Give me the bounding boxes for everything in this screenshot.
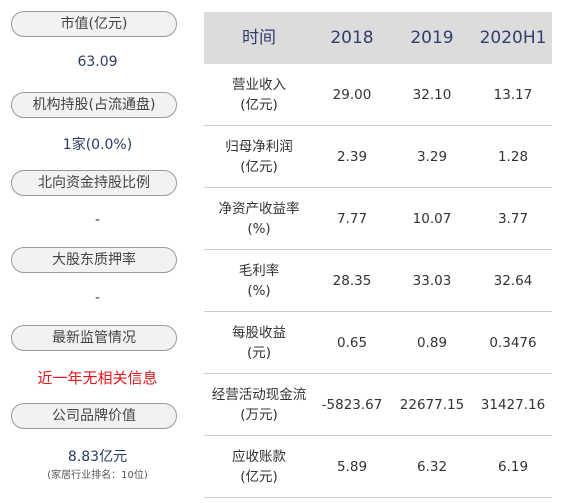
header-2020h1: 2020H1 [479, 28, 547, 48]
brand-label: 公司品牌价值 [11, 403, 177, 429]
cell-2019: 33.03 [412, 272, 452, 289]
row-label: 毛利率 (%) [204, 261, 314, 301]
cell-2020h1: 13.17 [493, 86, 533, 103]
table-row: 毛利率 (%) 28.35 33.03 32.64 [204, 250, 552, 312]
left-panel: 市值(亿元) 63.09 机构持股(占流通盘) 1家(0.0%) 北向资金持股比… [0, 0, 195, 503]
cell-2018: 7.77 [336, 210, 368, 227]
cell-2019: 10.07 [412, 210, 452, 227]
financial-table: 时间 2018 2019 2020H1 营业收入 (亿元) 29.00 32.1… [204, 12, 552, 498]
table-row: 经营活动现金流 (万元) -5823.67 22677.15 31427.16 [204, 374, 552, 436]
row-label-name: 净资产收益率 [218, 200, 300, 217]
pledge-value: - [94, 290, 101, 306]
table-row: 营业收入 (亿元) 29.00 32.10 13.17 [204, 64, 552, 126]
cell-2019: 0.89 [416, 334, 448, 351]
cell-2018: 5.89 [336, 458, 368, 475]
row-label-unit: (%) [247, 282, 271, 299]
cell-2018: 2.39 [336, 148, 368, 165]
brand-value: 8.83亿元 [67, 449, 128, 465]
cell-2019: 22677.15 [399, 396, 465, 413]
table-row: 净资产收益率 (%) 7.77 10.07 3.77 [204, 188, 552, 250]
row-label-unit: (亿元) [240, 468, 278, 485]
cell-2020h1: 31427.16 [480, 396, 546, 413]
row-label-name: 应收账款 [232, 448, 286, 465]
regulation-label: 最新监管情况 [11, 325, 177, 351]
cell-2018: -5823.67 [321, 396, 383, 413]
table-row: 每股收益 (元) 0.65 0.89 0.3476 [204, 312, 552, 374]
institution-value: 1家(0.0%) [62, 137, 133, 153]
header-time: 时间 [242, 28, 276, 48]
northbound-label: 北向资金持股比例 [11, 170, 177, 196]
row-label-unit: (万元) [240, 406, 278, 423]
cell-2020h1: 3.77 [497, 210, 529, 227]
row-label-unit: (%) [247, 220, 271, 237]
table-header: 时间 2018 2019 2020H1 [204, 12, 552, 64]
pledge-label: 大股东质押率 [11, 247, 177, 273]
market-cap-value: 63.09 [77, 54, 118, 70]
row-label-name: 每股收益 [232, 324, 286, 341]
row-label: 归母净利润 (亿元) [204, 137, 314, 177]
row-label-name: 归母净利润 [225, 138, 293, 155]
cell-2018: 29.00 [332, 86, 372, 103]
cell-2019: 3.29 [416, 148, 448, 165]
header-2018: 2018 [330, 28, 374, 48]
row-label-name: 经营活动现金流 [211, 386, 307, 403]
regulation-value: 近一年无相关信息 [37, 369, 158, 387]
row-label-name: 毛利率 [238, 262, 280, 279]
row-label: 净资产收益率 (%) [204, 199, 314, 239]
cell-2019: 6.32 [416, 458, 448, 475]
row-label: 应收账款 (亿元) [204, 447, 314, 487]
row-label: 每股收益 (元) [204, 323, 314, 363]
northbound-value: - [94, 212, 101, 228]
cell-2020h1: 1.28 [497, 148, 529, 165]
row-label-unit: (元) [246, 344, 272, 361]
row-label-name: 营业收入 [232, 76, 286, 93]
cell-2018: 0.65 [336, 334, 368, 351]
row-label-unit: (亿元) [240, 96, 278, 113]
brand-note: (家居行业排名：10位) [47, 470, 148, 481]
header-2019: 2019 [410, 28, 454, 48]
market-cap-label: 市值(亿元) [11, 11, 177, 37]
table-row: 应收账款 (亿元) 5.89 6.32 6.19 [204, 436, 552, 498]
table-row: 归母净利润 (亿元) 2.39 3.29 1.28 [204, 126, 552, 188]
cell-2020h1: 0.3476 [489, 334, 537, 351]
cell-2020h1: 32.64 [493, 272, 533, 289]
institution-label: 机构持股(占流通盘) [11, 92, 177, 118]
cell-2020h1: 6.19 [497, 458, 529, 475]
cell-2019: 32.10 [412, 86, 452, 103]
cell-2018: 28.35 [332, 272, 372, 289]
row-label: 营业收入 (亿元) [204, 75, 314, 115]
row-label: 经营活动现金流 (万元) [204, 385, 314, 425]
row-label-unit: (亿元) [240, 158, 278, 175]
